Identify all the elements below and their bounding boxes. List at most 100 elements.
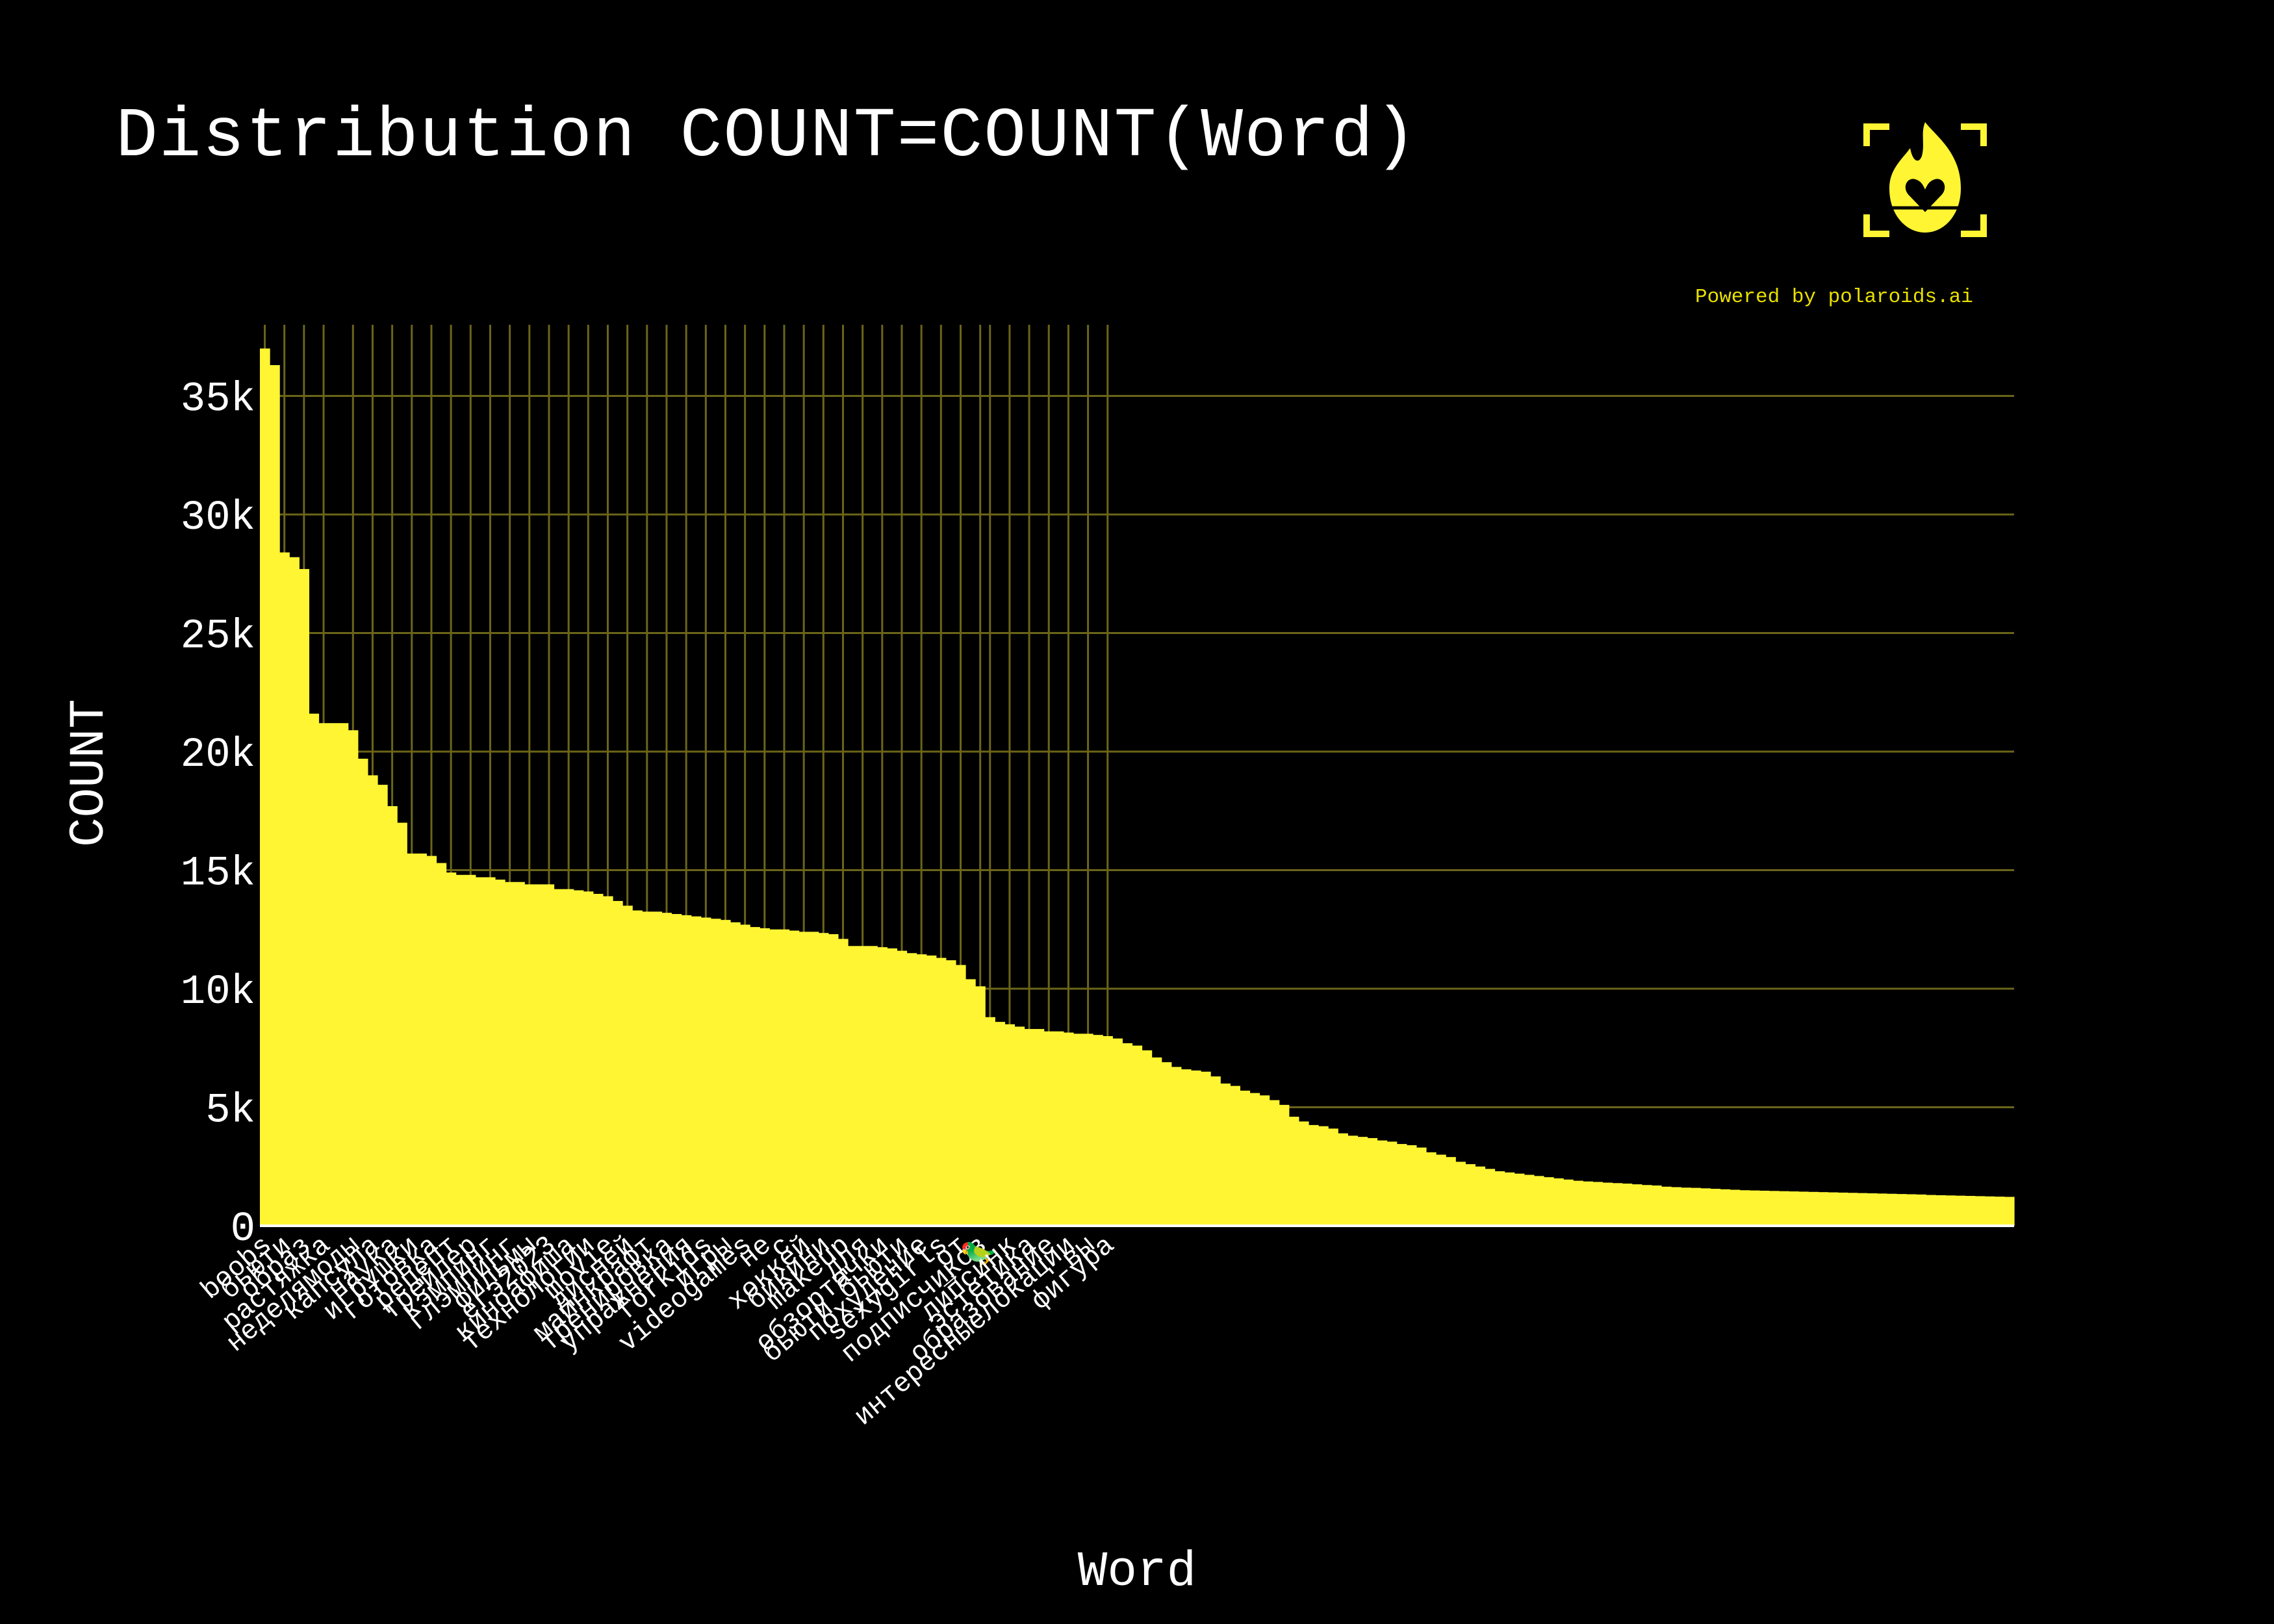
bar [995, 1022, 1005, 1226]
bar [338, 723, 349, 1226]
y-tick-label: 10k [181, 969, 255, 1016]
bar [808, 932, 819, 1226]
bar [1808, 1191, 1819, 1226]
bar [740, 924, 750, 1226]
bar [1504, 1172, 1515, 1226]
bar [1818, 1192, 1829, 1226]
bar [465, 874, 476, 1226]
bar [877, 947, 888, 1226]
bar [936, 958, 947, 1226]
bar [1524, 1174, 1535, 1226]
bar [309, 713, 320, 1226]
bar [867, 946, 878, 1226]
bar [387, 806, 398, 1226]
bar [916, 954, 927, 1226]
bar [1896, 1194, 1907, 1226]
bar [1612, 1183, 1623, 1226]
bar [750, 927, 760, 1226]
bar [671, 914, 682, 1226]
bar [1298, 1121, 1309, 1226]
bar [848, 946, 858, 1226]
bar [1288, 1117, 1299, 1226]
bar [700, 917, 711, 1226]
bar [1425, 1152, 1437, 1226]
bar-series [260, 348, 2015, 1226]
bar [1583, 1181, 1593, 1226]
bar [1093, 1035, 1103, 1226]
bar [1043, 1031, 1054, 1226]
bar [789, 930, 800, 1226]
bar [593, 894, 604, 1226]
bar [897, 950, 908, 1226]
bar [1886, 1193, 1897, 1226]
bar [1965, 1196, 1976, 1226]
bar [681, 915, 692, 1226]
bar [1867, 1193, 1878, 1226]
bar [279, 552, 290, 1226]
bar [1730, 1189, 1741, 1226]
bar [769, 929, 780, 1226]
flame-heart-camera-icon [1863, 117, 1987, 247]
bar [1622, 1184, 1633, 1226]
bar [1190, 1070, 1201, 1226]
bar [1681, 1187, 1691, 1226]
bar [1906, 1194, 1917, 1226]
bar [554, 889, 565, 1226]
bar [1024, 1029, 1035, 1226]
bar [1465, 1164, 1476, 1226]
bar [1749, 1190, 1760, 1226]
bar [1974, 1196, 1986, 1226]
bar [544, 884, 555, 1226]
bar [1318, 1126, 1329, 1226]
bar [534, 884, 545, 1226]
bar [1533, 1176, 1544, 1226]
bar [1759, 1190, 1770, 1226]
bar [1769, 1191, 1780, 1226]
bar [1778, 1191, 1789, 1226]
bar [1691, 1187, 1701, 1226]
bar [1308, 1124, 1319, 1226]
bar [1259, 1095, 1270, 1226]
y-axis-label: COUNT [62, 699, 118, 847]
bar [1386, 1141, 1398, 1226]
bar [1201, 1071, 1211, 1226]
bar [837, 939, 849, 1226]
chart-title: Distribution COUNT=COUNT(Word) [116, 97, 1418, 177]
bar [1132, 1045, 1143, 1226]
bar [505, 882, 515, 1226]
bar [945, 960, 956, 1226]
bar [1847, 1193, 1858, 1226]
bar [828, 934, 839, 1226]
bar [602, 896, 613, 1226]
bar [1406, 1145, 1417, 1226]
bar [661, 913, 672, 1226]
bar [583, 891, 594, 1226]
bar [563, 889, 574, 1226]
bar [318, 723, 329, 1226]
bar [1396, 1144, 1407, 1226]
bar [1103, 1036, 1113, 1226]
x-tick-labels: boobsбьютиобразрастяжканеделямодыкапсула… [195, 1227, 1121, 1432]
bar [642, 911, 652, 1226]
bar [1671, 1187, 1681, 1226]
bar [1494, 1171, 1505, 1226]
bar [1348, 1136, 1358, 1226]
bar [1367, 1137, 1378, 1226]
bar [1789, 1191, 1799, 1226]
bar [1122, 1043, 1133, 1226]
bar [260, 348, 270, 1226]
bar [1240, 1090, 1251, 1226]
bar [632, 910, 643, 1226]
bar [818, 933, 829, 1226]
bar [1436, 1154, 1446, 1226]
bar [720, 920, 731, 1226]
bar [299, 568, 310, 1226]
bar [1249, 1093, 1260, 1226]
bar [760, 928, 770, 1226]
bar [1220, 1084, 1231, 1226]
bar [515, 882, 525, 1226]
y-tick-label: 25k [181, 614, 255, 661]
bar [1720, 1189, 1731, 1226]
bar [446, 872, 457, 1226]
bar [1651, 1185, 1662, 1226]
